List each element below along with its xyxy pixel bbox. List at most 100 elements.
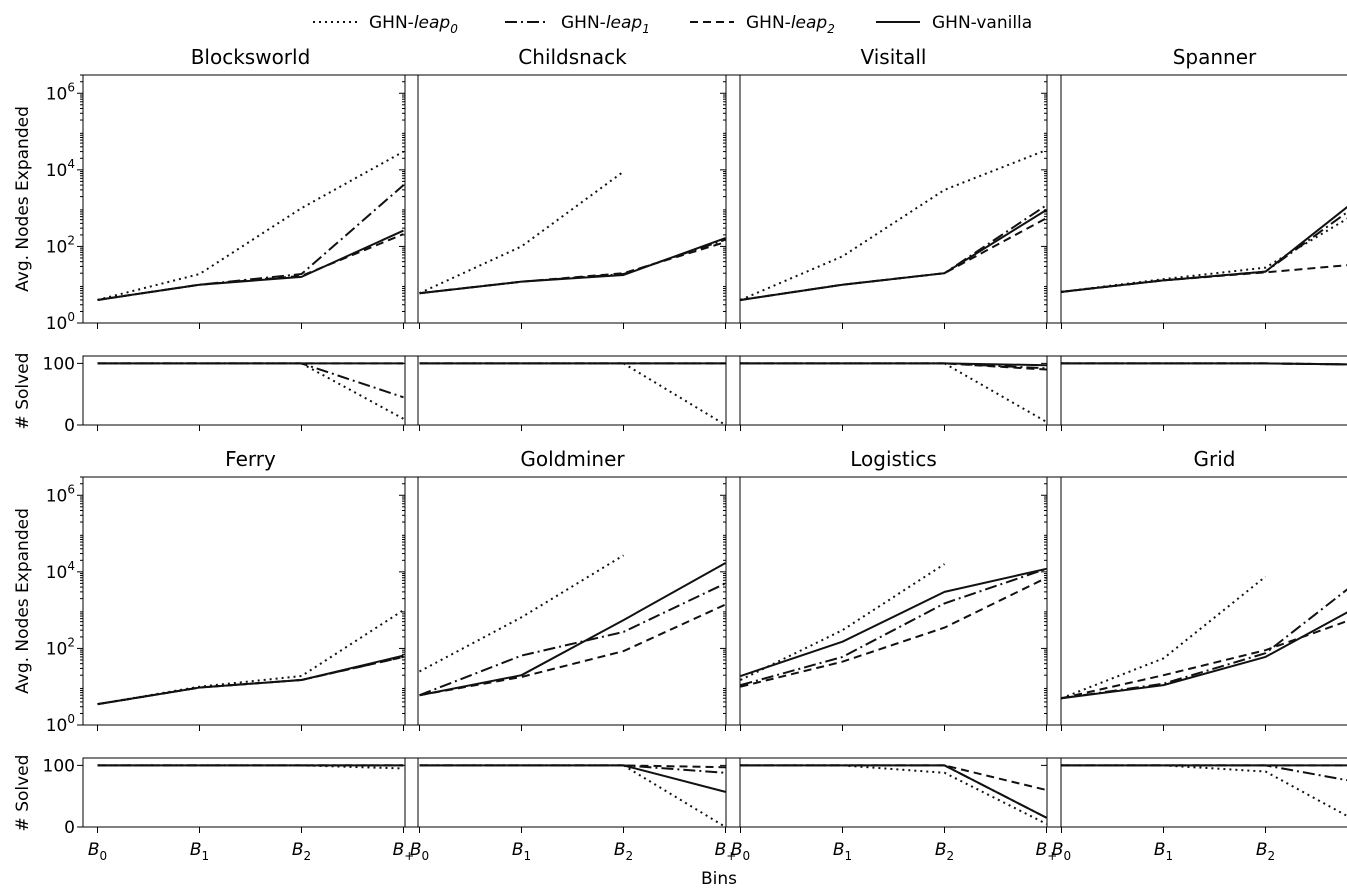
- solved-plot-frame: [404, 355, 741, 426]
- x-tick-label: B1: [512, 840, 531, 863]
- solved-plot-frame: [725, 757, 1062, 828]
- nodes-line-leap2: [419, 603, 726, 697]
- nodes-plot-frame: [1046, 74, 1347, 324]
- y-tick-label-solved: 100: [43, 354, 75, 374]
- panel-logistics: Logistics B0 B1 B2 B+: [720, 447, 1062, 863]
- x-tick-label: B+: [1036, 840, 1058, 863]
- nodes-line-vanilla: [740, 567, 1047, 677]
- panel-title-goldminer: Goldminer: [520, 447, 625, 471]
- xlabel: Bins: [701, 869, 737, 888]
- panel-childsnack: Childsnack: [399, 45, 741, 431]
- panel-goldminer: Goldminer B0 B1 B2 B+: [399, 447, 741, 863]
- x-tick-label: B+: [393, 840, 415, 863]
- legend-label-leap2: GHN-leap2: [746, 13, 835, 36]
- panel-spanner: Spanner: [1041, 45, 1347, 431]
- nodes-plot-frame: [1046, 476, 1347, 726]
- x-tick-label: B0: [410, 840, 429, 863]
- solved-plot-frame: [82, 757, 419, 828]
- nodes-line-leap1: [97, 184, 405, 301]
- nodes-line-vanilla: [97, 229, 404, 301]
- y-tick-label-nodes: 106: [46, 80, 75, 104]
- solved-plot-frame: [725, 355, 1062, 426]
- x-tick-label: B2: [292, 840, 311, 863]
- nodes-line-leap0: [97, 150, 404, 301]
- nodes-line-leap2: [740, 576, 1047, 688]
- x-tick-label: B2: [935, 840, 954, 863]
- solved-line-leap0: [1061, 764, 1347, 817]
- ylabel-nodes-row-2: Avg. Nodes Expanded: [13, 508, 33, 694]
- x-tick-label: B1: [190, 840, 209, 863]
- y-tick-label-nodes: 100: [46, 310, 75, 334]
- y-tick-label-solved: 100: [43, 756, 75, 776]
- panel-grid: GridB0B1B2B+: [1041, 447, 1347, 863]
- panel-title-logistics: Logistics: [850, 447, 937, 471]
- nodes-line-vanilla: [419, 237, 726, 295]
- nodes-line-leap0: [740, 563, 946, 681]
- nodes-line-leap0: [740, 149, 1047, 301]
- panel-blocksworld: Blocksworld 100 102 104 106 0 100: [43, 45, 419, 436]
- x-tick-label: B2: [1256, 840, 1275, 863]
- nodes-line-vanilla: [740, 209, 1048, 301]
- nodes-line-leap0: [1061, 217, 1347, 293]
- nodes-line-leap2: [740, 217, 1047, 301]
- solved-line-leap0: [97, 362, 404, 420]
- legend-label-leap0: GHN-leap0: [369, 13, 458, 36]
- x-tick-label: B2: [614, 840, 633, 863]
- nodes-line-leap1: [740, 204, 1048, 301]
- nodes-line-vanilla: [1061, 205, 1347, 293]
- legend-item-leap1: GHN-leap1: [505, 13, 650, 36]
- legend-item-leap2: GHN-leap2: [690, 13, 835, 36]
- nodes-plot-frame: [404, 74, 741, 324]
- solved-line-leap1: [1061, 764, 1347, 782]
- solved-line-leap2: [740, 764, 1047, 792]
- nodes-plot-frame: [725, 74, 1062, 324]
- solved-line-vanilla: [1061, 362, 1347, 366]
- legend: GHN-leap0 GHN-leap1 GHN-leap2 GHN-vanilla: [313, 13, 1032, 36]
- panel-title-grid: Grid: [1194, 447, 1236, 471]
- nodes-plot-frame: [82, 74, 419, 324]
- solved-line-vanilla: [740, 764, 1047, 819]
- nodes-plot-frame: [725, 476, 1062, 726]
- legend-item-leap0: GHN-leap0: [313, 13, 458, 36]
- y-tick-label-solved: 0: [64, 818, 75, 838]
- x-tick-label: B0: [88, 840, 107, 863]
- solved-line-leap0: [419, 362, 727, 426]
- nodes-line-vanilla: [97, 654, 404, 706]
- x-tick-label: B1: [1154, 840, 1173, 863]
- nodes-line-leap1: [740, 567, 1047, 687]
- solved-line-leap1: [740, 764, 1047, 819]
- panel-title-visitall: Visitall: [861, 45, 927, 69]
- ylabel-solved-row-2: # Solved: [13, 755, 33, 832]
- solved-plot-frame: [404, 757, 741, 828]
- ylabel-solved-row-1: # Solved: [13, 353, 33, 430]
- y-tick-label-solved: 0: [64, 416, 75, 436]
- x-tick-label: B1: [833, 840, 852, 863]
- y-tick-label-nodes: 104: [46, 157, 75, 181]
- ylabel-nodes-row-1: Avg. Nodes Expanded: [13, 106, 33, 292]
- solved-line-leap0: [740, 362, 1047, 423]
- nodes-line-vanilla: [1061, 611, 1347, 700]
- nodes-line-leap2: [1061, 620, 1347, 700]
- panel-ferry: Ferry 100 102 104 106 0 100 B0 B1 B2 B+: [43, 447, 419, 863]
- solved-plot-frame: [1046, 355, 1347, 426]
- nodes-line-leap0: [419, 170, 625, 295]
- nodes-line-leap0: [97, 609, 405, 706]
- solved-plot-frame: [1046, 757, 1347, 828]
- legend-label-leap1: GHN-leap1: [561, 13, 650, 36]
- solved-plot-frame: [82, 355, 419, 426]
- x-tick-label: B0: [731, 840, 750, 863]
- nodes-line-leap2: [419, 241, 726, 295]
- y-tick-label-nodes: 100: [46, 712, 75, 736]
- solved-line-leap1: [97, 362, 404, 399]
- panel-title-blocksworld: Blocksworld: [191, 45, 311, 69]
- panel-visitall: Visitall: [720, 45, 1062, 431]
- panels: Blocksworld 100 102 104 106 0 100 Childsnack Vis…: [43, 45, 1347, 863]
- solved-line-vanilla: [419, 764, 726, 793]
- nodes-plot-frame: [82, 476, 419, 726]
- solved-line-vanilla: [740, 362, 1047, 367]
- nodes-line-leap2: [97, 233, 404, 301]
- nodes-line-leap0: [1061, 575, 1267, 700]
- y-tick-label-nodes: 106: [46, 482, 75, 506]
- nodes-line-leap1: [419, 582, 726, 697]
